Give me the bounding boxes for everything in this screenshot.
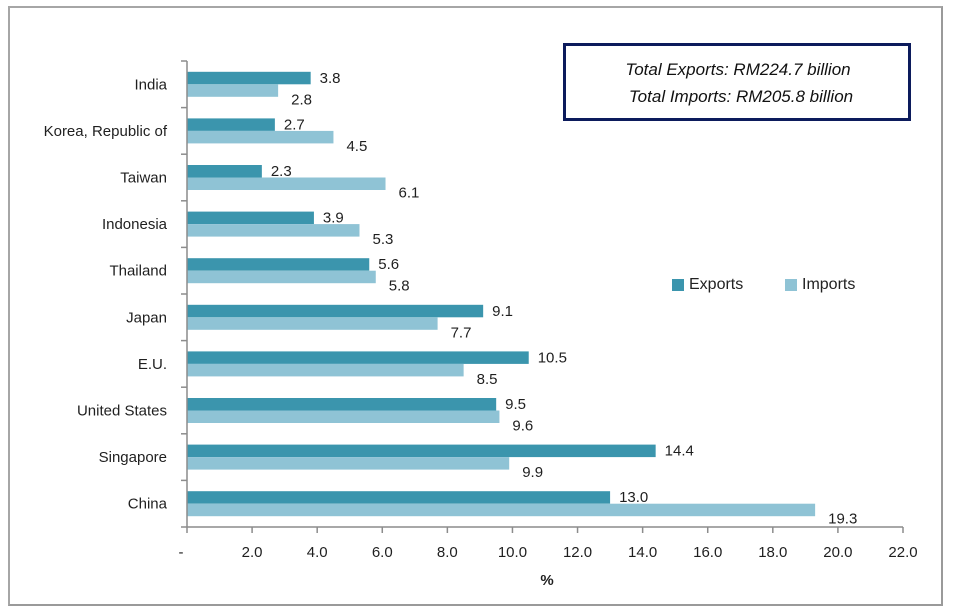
- x-tick-label: 18.0: [758, 544, 787, 561]
- chart-frame: [8, 6, 943, 606]
- total-exports-text: Total Exports: RM224.7 billion: [625, 60, 851, 79]
- legend-label-imports: Imports: [802, 276, 856, 293]
- data-label-exports-china: 13.0: [619, 489, 648, 506]
- data-label-exports-united-states: 9.5: [505, 396, 526, 413]
- totals-info-box: Total Exports: RM224.7 billion Total Imp…: [563, 43, 911, 121]
- bar-exports-china: [187, 491, 611, 504]
- bar-imports-korea-republic-of: [187, 130, 334, 144]
- data-label-imports-united-states: 9.6: [512, 418, 533, 435]
- category-label-japan: Japan: [126, 309, 167, 326]
- bar-exports-taiwan: [187, 165, 262, 178]
- data-label-exports-thailand: 5.6: [378, 256, 399, 273]
- legend-swatch-imports: [785, 279, 797, 291]
- bar-imports-japan: [187, 317, 438, 330]
- legend-item-exports: Exports: [672, 276, 743, 294]
- category-label-e-u: E.U.: [138, 356, 167, 373]
- legend-swatch-exports: [672, 279, 684, 291]
- data-label-imports-e-u: 8.5: [477, 371, 498, 388]
- x-tick-label: 4.0: [307, 544, 328, 561]
- data-label-imports-china: 19.3: [828, 511, 857, 528]
- total-imports-text: Total Imports: RM205.8 billion: [628, 87, 854, 106]
- data-label-imports-singapore: 9.9: [522, 464, 543, 481]
- x-tick-label: 2.0: [242, 544, 263, 561]
- bar-exports-singapore: [187, 444, 656, 458]
- category-label-taiwan: Taiwan: [120, 170, 167, 187]
- data-label-exports-korea-republic-of: 2.7: [284, 116, 305, 133]
- data-label-exports-india: 3.8: [320, 70, 341, 87]
- bar-imports-thailand: [187, 270, 376, 284]
- data-label-exports-japan: 9.1: [492, 303, 513, 320]
- x-axis-title: %: [540, 572, 553, 589]
- data-label-imports-thailand: 5.8: [389, 278, 410, 295]
- data-label-imports-japan: 7.7: [451, 324, 472, 341]
- bar-exports-korea-republic-of: [187, 118, 275, 131]
- legend-item-imports: Imports: [785, 276, 855, 294]
- bars-layer: [187, 71, 816, 517]
- category-label-india: India: [134, 76, 167, 93]
- data-label-imports-indonesia: 5.3: [372, 231, 393, 248]
- category-label-korea-republic-of: Korea, Republic of: [44, 123, 168, 140]
- category-label-thailand: Thailand: [109, 263, 167, 280]
- x-tick-label: 12.0: [563, 544, 592, 561]
- category-label-united-states: United States: [77, 403, 167, 420]
- bar-imports-india: [187, 84, 279, 97]
- bar-exports-japan: [187, 304, 484, 318]
- bar-exports-thailand: [187, 258, 370, 271]
- data-label-imports-taiwan: 6.1: [399, 185, 420, 202]
- category-label-singapore: Singapore: [99, 449, 167, 466]
- category-label-indonesia: Indonesia: [102, 216, 168, 233]
- x-tick-label: 16.0: [693, 544, 722, 561]
- bar-imports-e-u: [187, 363, 464, 377]
- data-label-imports-india: 2.8: [291, 91, 312, 108]
- labels-layer: India 3.8 2.8 Korea, Republic of 2.7 4.5 Taiwa…: [44, 70, 858, 528]
- data-label-exports-indonesia: 3.9: [323, 210, 344, 227]
- data-label-exports-taiwan: 2.3: [271, 163, 292, 180]
- data-label-exports-singapore: 14.4: [665, 443, 694, 460]
- legend-label-exports: Exports: [689, 276, 744, 293]
- x-tick-label: 10.0: [498, 544, 527, 561]
- bar-imports-taiwan: [187, 177, 386, 190]
- x-tick-label: -: [179, 544, 184, 561]
- x-tick-label: 8.0: [437, 544, 458, 561]
- axes-layer: - 2.0 4.0 6.0 8.0 10.0 12.0 14.0 16.0 18.0 20.0 22.…: [179, 60, 918, 561]
- category-label-china: China: [128, 496, 168, 513]
- x-tick-label: 22.0: [888, 544, 917, 561]
- x-tick-label: 6.0: [372, 544, 393, 561]
- bar-imports-singapore: [187, 457, 510, 470]
- data-label-imports-korea-republic-of: 4.5: [346, 138, 367, 155]
- bar-imports-united-states: [187, 410, 500, 423]
- data-label-exports-e-u: 10.5: [538, 349, 567, 366]
- bar-exports-india: [187, 71, 311, 85]
- bar-exports-e-u: [187, 351, 529, 364]
- x-tick-label: 14.0: [628, 544, 657, 561]
- bar-exports-united-states: [187, 398, 497, 411]
- bar-exports-indonesia: [187, 211, 314, 225]
- x-tick-label: 20.0: [823, 544, 852, 561]
- bar-imports-indonesia: [187, 224, 360, 237]
- bar-imports-china: [187, 503, 816, 517]
